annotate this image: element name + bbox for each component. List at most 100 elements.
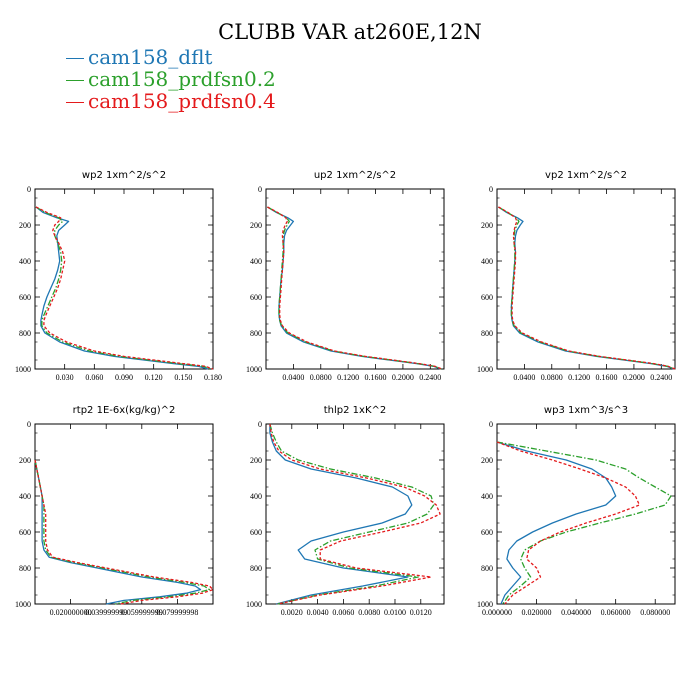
- panel-title: wp3 1xm^3/s^3: [544, 405, 628, 416]
- plot-frame: [265, 188, 445, 370]
- x-tick-label: 0.0120: [410, 608, 432, 617]
- panel-title: up2 1xm^2/s^2: [314, 170, 396, 181]
- y-tick-label: 400: [19, 492, 31, 501]
- y-tick-label: 0: [27, 420, 31, 429]
- series-line-cam158_prdfsn0.2: [34, 459, 211, 605]
- series-line-cam158_prdfsn0.4: [496, 441, 641, 605]
- series-line-cam158_prdfsn0.4: [35, 206, 214, 370]
- y-tick-label: 400: [250, 492, 262, 501]
- panel-title: wp2 1xm^2/s^2: [82, 170, 166, 181]
- series-line-cam158_prdfsn0.4: [269, 423, 441, 605]
- panel-1: up2 1xm^2/s^2 0 200 400 600 800 1000 0.0400 0.08…: [246, 170, 445, 382]
- y-tick-label: 800: [481, 329, 493, 338]
- x-tick-label: 0.0800: [541, 373, 563, 382]
- y-tick-label: 0: [489, 420, 493, 429]
- y-tick-label: 200: [19, 221, 31, 230]
- y-tick-label: 1000: [246, 600, 262, 609]
- x-tick-label: 0.030: [56, 373, 74, 382]
- y-tick-label: 200: [481, 221, 493, 230]
- panel-title: thlp2 1xK^2: [324, 405, 387, 416]
- x-tick-label: 0.000000: [482, 608, 512, 617]
- x-tick-label: 0.039999999: [85, 608, 127, 617]
- panel-3: rtp2 1E-6x(kg/kg)^2 0 200 400 600 800 1000 0.02…: [15, 405, 214, 617]
- x-tick-label: 0.2000: [392, 373, 414, 382]
- x-tick-label: 0.1200: [337, 373, 359, 382]
- y-tick-label: 1000: [15, 365, 31, 374]
- y-tick-label: 800: [250, 329, 262, 338]
- legend-item-prdfsn04: cam158_prdfsn0.4: [66, 90, 276, 112]
- series-line-cam158_prdfsn0.4: [267, 206, 443, 370]
- series-line-cam158_prdfsn0.4: [34, 459, 214, 605]
- x-tick-label: 0.0100: [384, 608, 406, 617]
- legend-label: cam158_prdfsn0.4: [88, 89, 276, 113]
- y-tick-label: 600: [250, 293, 262, 302]
- panel-title: rtp2 1E-6x(kg/kg)^2: [73, 405, 176, 416]
- series-line-cam158_dflt: [496, 441, 617, 605]
- legend-item-prdfsn02: cam158_prdfsn0.2: [66, 68, 276, 90]
- series-line-cam158_dflt: [267, 206, 441, 370]
- y-tick-label: 600: [481, 528, 493, 537]
- y-tick-label: 400: [481, 257, 493, 266]
- y-tick-label: 600: [19, 528, 31, 537]
- y-tick-label: 200: [250, 456, 262, 465]
- y-tick-label: 600: [250, 528, 262, 537]
- y-tick-label: 800: [19, 329, 31, 338]
- x-tick-label: 0.2400: [419, 373, 441, 382]
- y-tick-label: 200: [19, 456, 31, 465]
- y-tick-label: 800: [250, 564, 262, 573]
- panel-2: vp2 1xm^2/s^2 0 200 400 600 800 1000 0.0400 0.08…: [477, 170, 676, 382]
- legend-label: cam158_prdfsn0.2: [88, 67, 276, 91]
- plot-frame: [496, 188, 676, 370]
- y-tick-label: 0: [27, 185, 31, 194]
- x-tick-label: 0.120: [145, 373, 163, 382]
- x-tick-label: 0.079999998: [156, 608, 198, 617]
- x-tick-label: 0.0800: [310, 373, 332, 382]
- legend-swatch: [66, 102, 84, 103]
- x-tick-label: 0.020000000: [50, 608, 92, 617]
- plot-frame: [34, 423, 214, 605]
- legend-swatch: [66, 80, 84, 81]
- x-tick-label: 0.059999999: [121, 608, 163, 617]
- series-line-cam158_dflt: [34, 459, 202, 605]
- page-title: CLUBB VAR at260E,12N: [218, 20, 482, 44]
- legend-swatch: [66, 58, 84, 59]
- x-tick-label: 0.020000: [522, 608, 552, 617]
- x-tick-label: 0.0040: [307, 608, 329, 617]
- x-tick-label: 0.180: [204, 373, 222, 382]
- x-tick-label: 0.0400: [513, 373, 535, 382]
- y-tick-label: 600: [481, 293, 493, 302]
- y-tick-label: 400: [481, 492, 493, 501]
- series-line-cam158_dflt: [269, 424, 413, 605]
- y-tick-label: 1000: [477, 365, 493, 374]
- legend-label: cam158_dflt: [88, 45, 213, 69]
- x-tick-label: 0.080000: [640, 608, 670, 617]
- y-tick-label: 1000: [477, 600, 493, 609]
- x-tick-label: 0.0400: [282, 373, 304, 382]
- plot-frame: [265, 423, 445, 605]
- y-tick-label: 1000: [15, 600, 31, 609]
- panel-4: thlp2 1xK^2 0 200 400 600 800 1000 0.0020 0.0040…: [246, 405, 445, 617]
- y-tick-label: 0: [489, 185, 493, 194]
- x-tick-label: 0.090: [115, 373, 133, 382]
- series-line-cam158_prdfsn0.2: [498, 206, 675, 370]
- y-tick-label: 800: [19, 564, 31, 573]
- y-tick-label: 200: [481, 456, 493, 465]
- y-tick-label: 600: [19, 293, 31, 302]
- x-tick-label: 0.1200: [568, 373, 590, 382]
- x-tick-label: 0.040000: [561, 608, 591, 617]
- series-line-cam158_prdfsn0.2: [35, 206, 212, 370]
- y-tick-label: 400: [19, 257, 31, 266]
- series-line-cam158_prdfsn0.2: [269, 423, 435, 605]
- plot-frame: [34, 188, 214, 370]
- x-tick-label: 0.2400: [650, 373, 672, 382]
- x-tick-label: 0.150: [174, 373, 192, 382]
- x-tick-label: 0.0060: [332, 608, 354, 617]
- y-tick-label: 400: [250, 257, 262, 266]
- series-line-cam158_prdfsn0.4: [498, 206, 676, 370]
- legend: cam158_dflt cam158_prdfsn0.2 cam158_prdf…: [66, 46, 276, 112]
- x-tick-label: 0.0080: [358, 608, 380, 617]
- y-tick-label: 0: [258, 185, 262, 194]
- y-tick-label: 0: [258, 420, 262, 429]
- y-tick-label: 1000: [246, 365, 262, 374]
